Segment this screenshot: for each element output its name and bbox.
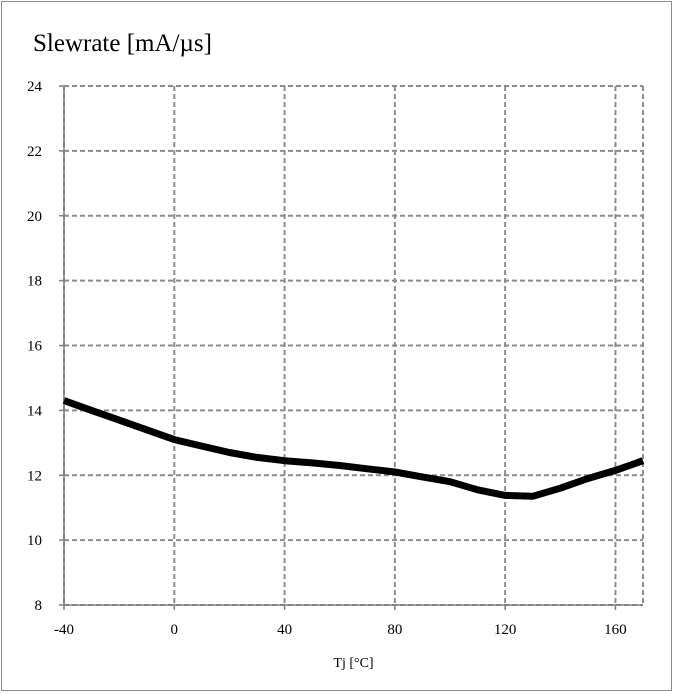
x-tick-label: -40 [54,622,74,638]
x-axis-label: Tj [°C] [333,656,373,671]
y-tick-label: 8 [35,598,43,614]
y-tick-label: 14 [27,403,43,419]
x-tick-label: 160 [604,622,627,638]
x-tick-label: 0 [171,622,179,638]
y-tick-label: 24 [27,79,43,95]
x-tick-label: 120 [494,622,517,638]
y-tick-label: 12 [27,468,42,484]
y-tick-label: 10 [27,533,42,549]
y-tick-label: 18 [27,274,42,290]
y-tick-label: 22 [27,144,42,160]
x-tick-label: 80 [387,622,402,638]
y-tick-label: 16 [27,339,43,355]
series-line [62,397,645,500]
chart-title: Slewrate [mA/µs] [33,30,212,57]
x-tick-label: 40 [277,622,292,638]
y-tick-label: 20 [27,209,42,225]
